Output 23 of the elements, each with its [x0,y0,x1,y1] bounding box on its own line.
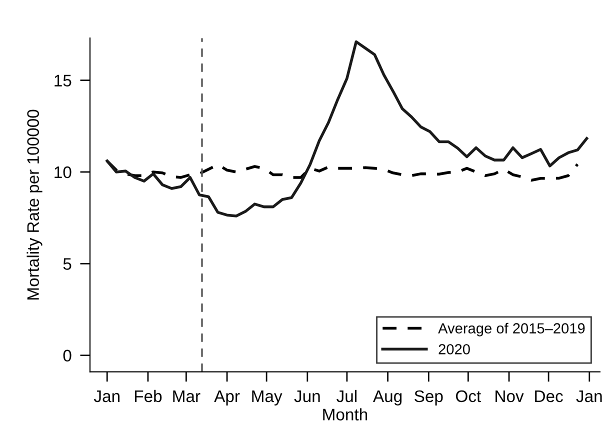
x-tick-label: Aug [373,390,402,406]
y-axis-title: Mortality Rate per 100000 [26,110,42,300]
x-tick-label: Oct [456,390,482,402]
y-tick-label: 0 [63,350,72,362]
x-tick-label: Dec [535,390,563,402]
legend-label: Average of 2015–2019 [438,322,585,336]
x-tick-label: Nov [496,390,524,402]
x-axis-title: Month [323,408,368,420]
y-tick-label: 10 [54,166,72,178]
x-tick-label: May [252,390,282,406]
legend-label: 2020 [438,344,470,354]
x-tick-label: Jul [336,390,356,402]
x-tick-label: Apr [214,390,240,406]
x-tick-label: Mar [173,390,200,402]
y-tick-label: 15 [54,74,72,86]
x-tick-label: Sep [414,390,443,406]
x-tick-label: Jan [576,390,602,402]
line-series [106,40,588,218]
x-tick-label: Jan [94,390,120,402]
x-tick-label: Jun [294,390,320,402]
y-tick-label: 5 [63,258,72,270]
x-tick-label: Feb [134,390,162,402]
line-series [106,160,579,182]
